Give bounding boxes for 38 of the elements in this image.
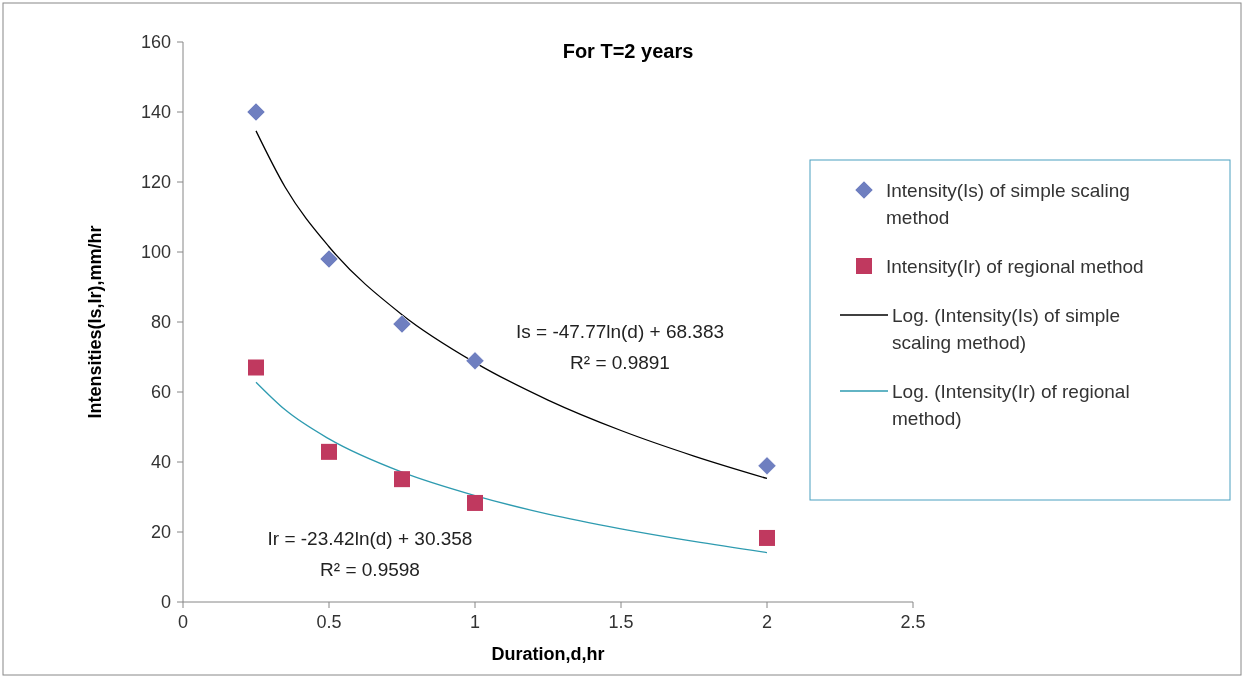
legend-label: Intensity(Ir) of regional method (886, 255, 1144, 277)
point (392, 314, 412, 334)
annotation: R² = 0.9598 (320, 559, 420, 580)
x-tick-label: 0 (177, 612, 189, 632)
y-tick-label: 0 (160, 592, 171, 613)
line-series (255, 130, 768, 480)
line-series (255, 381, 768, 554)
x-tick-label: 0.5 (316, 612, 342, 632)
point (248, 359, 264, 376)
point (246, 102, 266, 122)
y-tick-label: 80 (150, 312, 171, 333)
y-tick-label: 160 (140, 32, 171, 53)
point (757, 456, 777, 476)
point (319, 249, 339, 269)
y-tick-label: 140 (140, 102, 171, 123)
x-tick-label: 1 (469, 612, 481, 632)
point (394, 471, 410, 488)
annotation: Is = -47.77ln(d) + 68.383 (515, 321, 725, 342)
point (465, 351, 485, 371)
point (321, 443, 337, 460)
x-tick-label: 1.5 (608, 612, 634, 632)
legend-label: Intensity(Is) of simple scaling method (886, 179, 1130, 228)
y-tick-label: 120 (140, 172, 171, 193)
y-tick-label: 20 (150, 522, 171, 543)
x-tick-label: 2.5 (900, 612, 926, 632)
y-tick-label: 40 (150, 452, 171, 473)
chart-title: For T=2 years (562, 40, 694, 62)
y-tick-label: 60 (150, 382, 171, 403)
annotation: Ir = -23.42ln(d) + 30.358 (267, 528, 473, 549)
x-tick-label: 2 (761, 612, 773, 632)
y-tick-label: 100 (140, 242, 171, 263)
point (467, 494, 483, 511)
annotation: R² = 0.9891 (570, 352, 670, 373)
x-axis-title: Duration,d,hr (491, 644, 605, 664)
point (759, 529, 775, 546)
legend-label: Log. (Intensity(Ir) of regional method) (892, 380, 1130, 429)
y-axis-title: Intensities(Is,Ir),mm/hr (85, 225, 105, 419)
legend-label: Log. (Intensity(Is) of simple scaling method) (892, 304, 1121, 353)
